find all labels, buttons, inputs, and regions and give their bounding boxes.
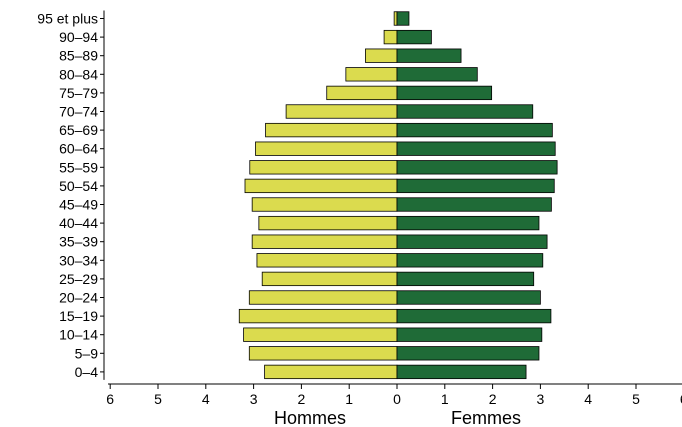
- bar-hommes-10: [244, 178, 398, 194]
- xlabel-hommes: Hommes: [274, 408, 346, 427]
- x-tick-label-0: 6: [106, 391, 114, 407]
- bar-hommes-5: [261, 271, 398, 287]
- x-tick-label-8: 2: [489, 391, 497, 407]
- y-tick-label-11: 55–59: [59, 159, 98, 175]
- bar-femmes-9: [396, 197, 552, 212]
- y-tick-label-18: 90–94: [59, 29, 98, 45]
- bars-group: [238, 11, 558, 380]
- bar-hommes-15: [326, 85, 398, 101]
- bar-femmes-11: [396, 160, 558, 175]
- bar-hommes-1: [248, 346, 398, 361]
- x-axis: 6 5 4 3 2 1 0 1 2 3 4 5 6: [106, 383, 682, 407]
- bar-hommes-2: [243, 327, 398, 342]
- x-tick-label-4: 2: [298, 391, 306, 407]
- y-tick-label-7: 35–39: [59, 234, 98, 250]
- y-axis: 0–4 5–9 10–14 15–19 20–24 25–29 30–34 35–39 40–4…: [37, 10, 105, 380]
- x-tick-label-2: 4: [202, 391, 210, 407]
- bar-hommes-14: [285, 104, 398, 119]
- bar-hommes-11: [249, 160, 398, 175]
- bar-hommes-17: [365, 48, 398, 63]
- bar-hommes-19: [393, 11, 398, 26]
- x-tick-label-3: 3: [250, 391, 258, 407]
- bar-hommes-7: [251, 234, 398, 249]
- bar-femmes-1: [396, 346, 540, 361]
- y-tick-label-0: 0–4: [75, 364, 99, 380]
- x-tick-label-12: 6: [680, 391, 682, 407]
- bar-hommes-3: [238, 308, 398, 324]
- y-tick-label-10: 50–54: [59, 178, 98, 194]
- y-tick-label-19: 95 et plus: [37, 11, 98, 27]
- bar-femmes-17: [396, 48, 462, 63]
- y-tick-label-13: 65–69: [59, 122, 98, 138]
- bar-femmes-0: [396, 364, 527, 380]
- y-tick-label-15: 75–79: [59, 85, 98, 101]
- y-tick-label-9: 45–49: [59, 197, 98, 213]
- bar-hommes-4: [248, 290, 398, 305]
- y-tick-label-1: 5–9: [75, 345, 99, 361]
- bar-hommes-8: [258, 215, 398, 231]
- bar-femmes-3: [396, 308, 552, 324]
- bar-femmes-19: [396, 11, 410, 26]
- bar-femmes-4: [396, 290, 541, 305]
- bar-hommes-18: [383, 29, 398, 45]
- bar-hommes-12: [255, 141, 398, 156]
- bar-femmes-14: [396, 104, 534, 119]
- bar-hommes-13: [265, 122, 398, 138]
- bar-hommes-6: [256, 253, 398, 268]
- y-tick-label-6: 30–34: [59, 252, 98, 268]
- bar-femmes-12: [396, 141, 556, 156]
- bar-femmes-18: [396, 29, 432, 45]
- y-tick-label-12: 60–64: [59, 141, 98, 157]
- bar-hommes-16: [345, 67, 398, 82]
- bar-hommes-9: [251, 197, 398, 212]
- x-tick-label-1: 5: [154, 391, 162, 407]
- y-tick-label-5: 25–29: [59, 271, 98, 287]
- bar-femmes-6: [396, 253, 544, 268]
- bar-femmes-16: [396, 67, 478, 82]
- bar-femmes-5: [396, 271, 535, 287]
- bar-hommes-0: [264, 364, 398, 380]
- bar-femmes-10: [396, 178, 555, 194]
- y-tick-label-17: 85–89: [59, 48, 98, 64]
- x-tick-label-9: 3: [537, 391, 545, 407]
- bar-femmes-2: [396, 327, 543, 342]
- xlabel-femmes: Femmes: [451, 408, 521, 427]
- y-tick-label-2: 10–14: [59, 327, 98, 343]
- y-tick-label-4: 20–24: [59, 290, 98, 306]
- bar-femmes-8: [396, 215, 540, 231]
- y-tick-label-8: 40–44: [59, 215, 98, 231]
- bar-femmes-15: [396, 85, 493, 101]
- y-tick-label-3: 15–19: [59, 308, 98, 324]
- bar-femmes-13: [396, 122, 553, 138]
- x-tick-label-6: 0: [393, 391, 401, 407]
- x-tick-label-7: 1: [441, 391, 449, 407]
- y-tick-label-16: 80–84: [59, 66, 98, 82]
- x-tick-label-11: 5: [632, 391, 640, 407]
- bar-femmes-7: [396, 234, 548, 249]
- y-tick-label-14: 70–74: [59, 104, 98, 120]
- x-tick-label-5: 1: [345, 391, 353, 407]
- x-tick-label-10: 4: [584, 391, 592, 407]
